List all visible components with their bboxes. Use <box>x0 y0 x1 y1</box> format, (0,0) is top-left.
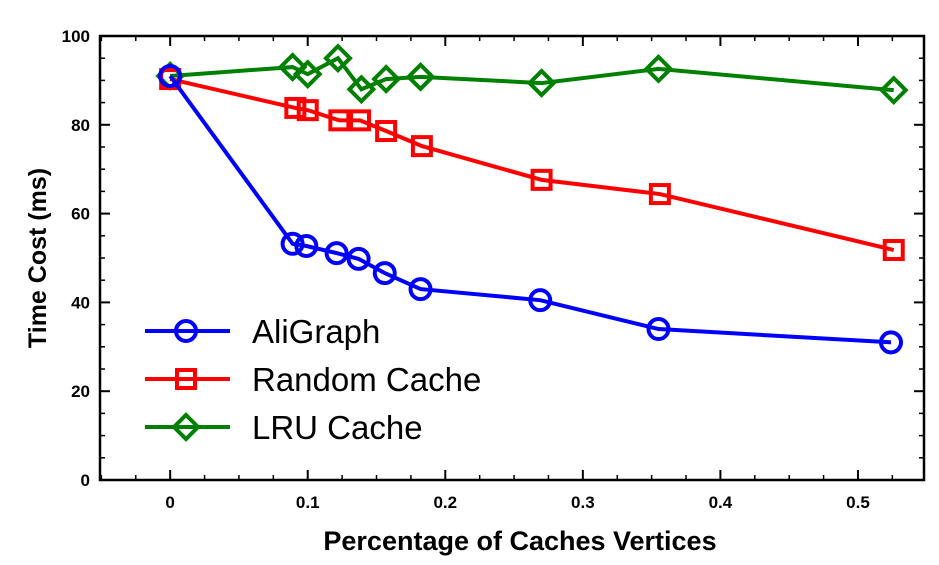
x-tick-label: 0.5 <box>846 493 870 512</box>
data-point <box>646 317 671 342</box>
data-point <box>882 239 905 262</box>
x-tick-label: 0.4 <box>709 493 733 512</box>
data-point <box>408 277 433 302</box>
legend-label: AliGraph <box>252 313 380 350</box>
data-point <box>371 64 401 94</box>
legend-marker <box>175 368 197 390</box>
data-point <box>348 109 371 132</box>
data-point <box>280 231 305 256</box>
data-point <box>530 168 553 191</box>
legend-entry: Random Cache <box>145 361 481 398</box>
data-point <box>346 74 377 105</box>
data-point <box>323 43 353 74</box>
legend-label: LRU Cache <box>252 409 423 446</box>
data-point <box>328 109 351 132</box>
legend-label: Random Cache <box>252 361 481 398</box>
data-point <box>375 120 398 143</box>
data-point <box>526 68 557 98</box>
series-lru-cache <box>155 43 909 105</box>
series-line <box>169 77 895 252</box>
legend-entry: AliGraph <box>145 313 380 350</box>
series-line <box>168 74 892 345</box>
legend-marker <box>171 412 201 442</box>
x-tick-label: 0 <box>165 493 174 512</box>
plot-frame <box>98 34 926 482</box>
y-axis-label: Time Cost (ms) <box>24 168 52 348</box>
y-tick-label: 0 <box>81 471 90 490</box>
data-point <box>346 246 371 271</box>
series-group <box>155 43 909 355</box>
axes: 0 0.1 0.2 0.3 0.4 0.5 0 20 40 60 80 100 <box>62 27 926 512</box>
data-point <box>296 99 319 122</box>
x-tick-label: 0.3 <box>571 493 595 512</box>
y-tick-label: 80 <box>71 116 90 135</box>
legend-marker <box>174 319 198 343</box>
x-axis-label: Percentage of Caches Vertices <box>323 526 716 556</box>
y-tick-label: 60 <box>71 205 90 224</box>
series-aligraph <box>158 63 903 355</box>
data-point <box>528 288 553 313</box>
legend: AliGraph Random Cache LRU Cache <box>145 313 481 446</box>
data-point <box>324 241 349 266</box>
data-point <box>372 261 397 286</box>
y-tick-label: 100 <box>62 27 90 46</box>
legend-entry: LRU Cache <box>145 409 423 446</box>
data-point <box>410 135 433 158</box>
data-point <box>294 234 319 259</box>
data-point <box>284 96 307 119</box>
data-point <box>292 59 323 90</box>
x-tick-label: 0.2 <box>433 493 457 512</box>
data-point <box>648 183 671 206</box>
data-point <box>158 63 183 88</box>
series-random-cache <box>159 68 905 262</box>
y-tick-label: 40 <box>71 293 90 312</box>
data-point <box>878 75 909 105</box>
data-point <box>405 62 436 92</box>
data-point <box>878 330 903 355</box>
data-point <box>643 54 674 84</box>
y-tick-label: 20 <box>71 382 90 401</box>
x-tick-label: 0.1 <box>296 493 320 512</box>
data-point <box>277 52 308 82</box>
